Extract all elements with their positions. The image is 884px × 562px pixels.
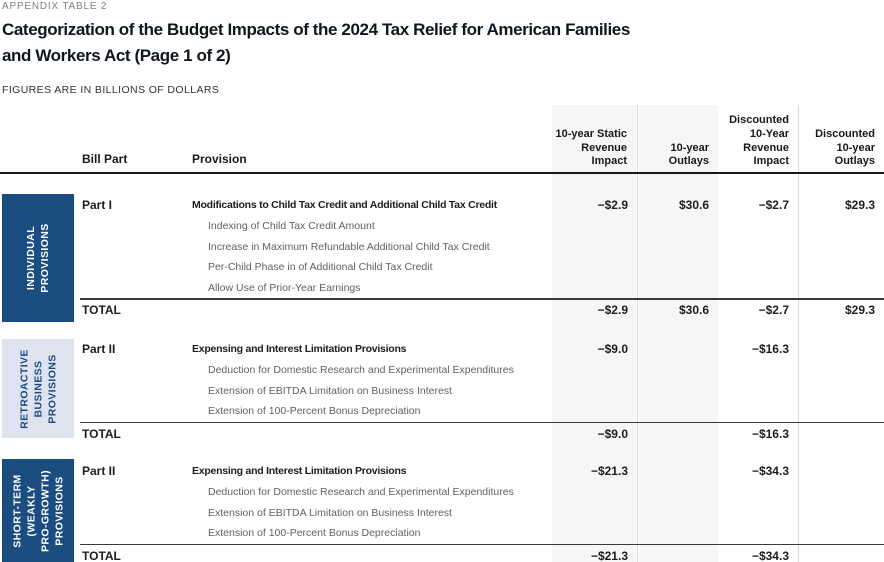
static-revenue-total: −$9.0 bbox=[597, 426, 628, 441]
table-row: Increase in Maximum Refundable Additiona… bbox=[0, 237, 884, 258]
total-rule bbox=[80, 421, 884, 423]
outlays-value bbox=[639, 338, 709, 360]
discounted-revenue-value: −$34.3 bbox=[751, 464, 789, 478]
provision-item-cell: Increase in Maximum Refundable Additiona… bbox=[208, 240, 490, 253]
bill-part-cell: Part II bbox=[82, 464, 116, 478]
provision-heading-cell: Modifications to Child Tax Credit and Ad… bbox=[192, 199, 497, 211]
discounted-outlays-value bbox=[800, 338, 875, 360]
discounted-revenue-value: −$2.7 bbox=[758, 198, 789, 212]
total-row: TOTAL −$21.3 −$34.3 bbox=[0, 543, 884, 562]
provision-item-cell: Indexing of Child Tax Credit Amount bbox=[208, 220, 375, 233]
table-row: Deduction for Domestic Research and Expe… bbox=[0, 482, 884, 503]
page-title-line-1: Categorization of the Budget Impacts of … bbox=[2, 20, 630, 39]
static-revenue-value: −$21.3 bbox=[590, 464, 628, 478]
total-rule bbox=[80, 298, 884, 300]
table-row: Extension of EBITDA Limitation on Busine… bbox=[0, 381, 884, 402]
total-row: TOTAL −$2.9 $30.6 −$2.7 $29.3 bbox=[0, 298, 884, 322]
bill-part-cell: Part I bbox=[82, 198, 113, 212]
total-label: TOTAL bbox=[82, 426, 121, 441]
table-row: Part I Modifications to Child Tax Credit… bbox=[0, 194, 884, 216]
provision-item-cell: Allow Use of Prior-Year Earnings bbox=[208, 281, 361, 294]
page-title-line-2: and Workers Act (Page 1 of 2) bbox=[2, 46, 231, 65]
total-label: TOTAL bbox=[82, 548, 121, 562]
category-label-retroactive-business-provisions: RETROACTIVE BUSINESS PROVISIONS bbox=[2, 339, 74, 438]
provision-item-cell: Extension of EBITDA Limitation on Busine… bbox=[208, 506, 452, 519]
table-row: Per-Child Phase in of Additional Child T… bbox=[0, 257, 884, 278]
table-row: Indexing of Child Tax Credit Amount bbox=[0, 216, 884, 237]
header-rule bbox=[0, 172, 884, 174]
col-header-provision: Provision bbox=[192, 152, 247, 166]
outlays-column-band bbox=[639, 105, 718, 562]
provision-item-cell: Deduction for Domestic Research and Expe… bbox=[208, 364, 514, 377]
discounted-outlays-total bbox=[800, 422, 875, 446]
discounted-outlays-value: $29.3 bbox=[844, 198, 875, 212]
static-revenue-value: −$9.0 bbox=[597, 342, 628, 356]
col-header-outlays: 10-year Outlays bbox=[668, 141, 709, 168]
total-row: TOTAL −$9.0 −$16.3 bbox=[0, 421, 884, 446]
discounted-outlays-value bbox=[800, 460, 875, 482]
static-revenue-value: −$2.9 bbox=[597, 198, 628, 212]
provision-heading-cell: Expensing and Interest Limitation Provis… bbox=[192, 343, 407, 355]
discounted-revenue-total: −$16.3 bbox=[751, 426, 789, 441]
provision-item-cell: Extension of 100-Percent Bonus Depreciat… bbox=[208, 405, 421, 418]
outlays-value: $30.6 bbox=[678, 198, 709, 212]
table-number-label: APPENDIX TABLE 2 bbox=[2, 1, 108, 12]
section-retroactive-business-provisions: Part II Expensing and Interest Limitatio… bbox=[0, 338, 884, 446]
category-label-individual-provisions: INDIVIDUAL PROVISIONS bbox=[2, 194, 74, 322]
static-revenue-column-band bbox=[552, 105, 636, 562]
discounted-outlays-total: $29.3 bbox=[844, 303, 875, 317]
table-row: Extension of 100-Percent Bonus Depreciat… bbox=[0, 401, 884, 422]
discounted-revenue-value: −$16.3 bbox=[751, 342, 789, 356]
page-title: Categorization of the Budget Impacts of … bbox=[2, 17, 630, 69]
category-label-short-term-provisions: SHORT-TERM (WEAKLY PRO-GROWTH) PROVISION… bbox=[2, 459, 74, 562]
provision-heading-cell: Expensing and Interest Limitation Provis… bbox=[192, 465, 407, 477]
discounted-outlays-total bbox=[800, 544, 875, 562]
table-row: Extension of EBITDA Limitation on Busine… bbox=[0, 503, 884, 524]
static-revenue-total: −$21.3 bbox=[590, 548, 628, 562]
total-rule bbox=[80, 543, 884, 545]
provision-item-cell: Extension of EBITDA Limitation on Busine… bbox=[208, 384, 452, 397]
provision-item-cell: Per-Child Phase in of Additional Child T… bbox=[208, 261, 433, 274]
outlays-total bbox=[639, 422, 709, 446]
column-divider-line bbox=[637, 105, 638, 562]
outlays-total: $30.6 bbox=[678, 303, 709, 317]
col-header-discounted-revenue: Discounted 10-Year Revenue Impact bbox=[729, 114, 789, 168]
section-individual-provisions: Part I Modifications to Child Tax Credit… bbox=[0, 194, 884, 322]
total-label: TOTAL bbox=[82, 303, 121, 317]
outlays-total bbox=[639, 544, 709, 562]
col-header-discounted-outlays: Discounted 10-year Outlays bbox=[815, 127, 875, 168]
discounted-revenue-total: −$34.3 bbox=[751, 548, 789, 562]
table-row: Part II Expensing and Interest Limitatio… bbox=[0, 338, 884, 360]
column-divider-line bbox=[798, 105, 799, 562]
table-row: Deduction for Domestic Research and Expe… bbox=[0, 360, 884, 381]
table-row: Part II Expensing and Interest Limitatio… bbox=[0, 460, 884, 482]
outlays-value bbox=[639, 460, 709, 482]
section-short-term-provisions: Part II Expensing and Interest Limitatio… bbox=[0, 460, 884, 562]
table-row: Allow Use of Prior-Year Earnings bbox=[0, 278, 884, 299]
provision-item-cell: Extension of 100-Percent Bonus Depreciat… bbox=[208, 527, 421, 540]
table-row: Extension of 100-Percent Bonus Depreciat… bbox=[0, 523, 884, 544]
static-revenue-total: −$2.9 bbox=[597, 303, 628, 317]
bill-part-cell: Part II bbox=[82, 342, 116, 356]
units-note: FIGURES ARE IN BILLIONS OF DOLLARS bbox=[2, 84, 220, 96]
provision-item-cell: Deduction for Domestic Research and Expe… bbox=[208, 486, 514, 499]
discounted-revenue-total: −$2.7 bbox=[758, 303, 789, 317]
col-header-bill-part: Bill Part bbox=[82, 152, 128, 166]
col-header-static-revenue: 10-year Static Revenue Impact bbox=[555, 127, 627, 168]
